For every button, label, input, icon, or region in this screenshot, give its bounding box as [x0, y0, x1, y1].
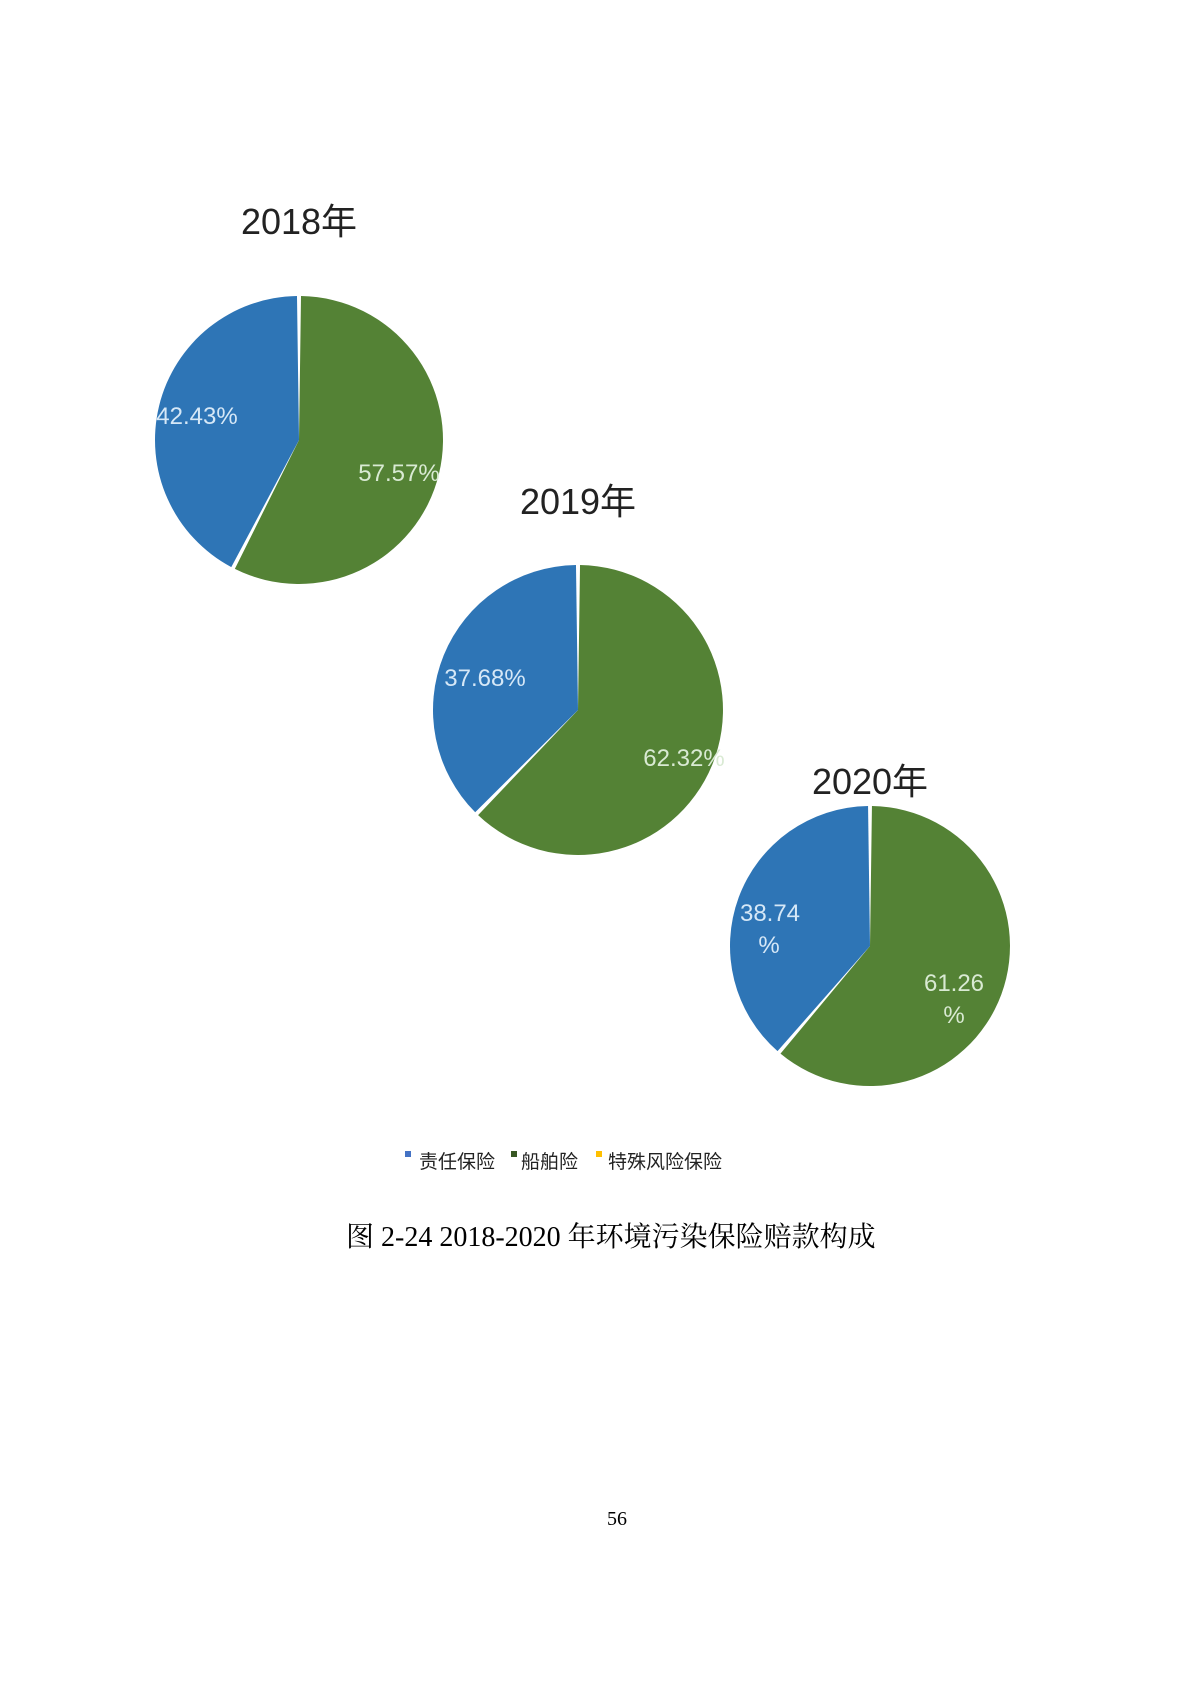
svg-text:%: % — [758, 932, 779, 959]
svg-text:42.43%: 42.43% — [156, 403, 237, 430]
svg-text:2019年: 2019年 — [520, 481, 636, 522]
svg-text:37.68%: 37.68% — [444, 665, 525, 692]
svg-text:%: % — [943, 1002, 964, 1029]
svg-text:2018年: 2018年 — [241, 201, 357, 242]
svg-text:38.74: 38.74 — [740, 900, 800, 927]
svg-text:61.26: 61.26 — [924, 970, 984, 997]
svg-text:2020年: 2020年 — [812, 761, 928, 802]
svg-text:57.57%: 57.57% — [358, 460, 439, 487]
svg-text:62.32%: 62.32% — [643, 745, 724, 772]
